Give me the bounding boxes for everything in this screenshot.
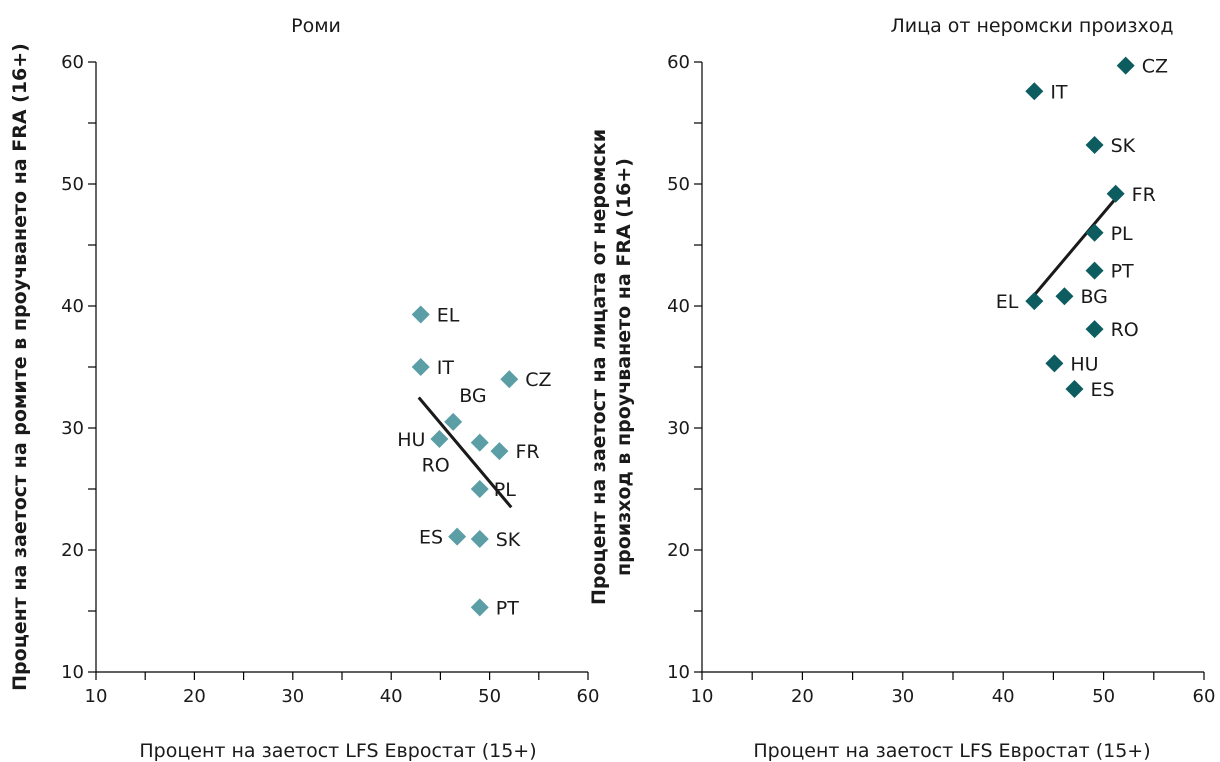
x-tick-label: 50: [478, 686, 501, 707]
x-tick-label: 10: [691, 686, 714, 707]
trend-line: [1033, 194, 1120, 296]
panel-non-roma: Лица от неромски произход 10 20 30 40 50 60 10 2…: [588, 15, 1215, 762]
data-point-pl: [1085, 223, 1104, 242]
x-axis-label: Процент на заетост LFS Евростат (15+): [139, 740, 536, 762]
data-point-pl: [470, 480, 489, 498]
y-tick-label: 60: [667, 52, 690, 73]
data-point-bg: [1055, 287, 1074, 306]
data-label-sk: SK: [496, 529, 521, 551]
data-label-ro: RO: [1111, 319, 1139, 341]
panel-title: Роми: [291, 15, 341, 37]
data-point-fr: [490, 442, 509, 461]
data-label-pt: PT: [496, 597, 519, 619]
data-point-hu: [430, 429, 449, 448]
panel-title: Лица от неромски произход: [891, 15, 1174, 37]
data-point-fr: [1106, 184, 1125, 203]
data-label-ro: RO: [422, 455, 450, 477]
y-tick-label: 20: [667, 540, 690, 561]
data-label-cz: CZ: [525, 369, 551, 391]
data-point-it: [1025, 82, 1044, 101]
data-label-bg: BG: [1080, 286, 1107, 308]
x-tick-label: 30: [281, 686, 304, 707]
y-tick-label: 40: [61, 296, 84, 317]
data-point-ro: [470, 433, 489, 452]
x-tick-label: 20: [791, 686, 814, 707]
data-point-it: [411, 358, 430, 376]
y-tick-label: 50: [667, 174, 690, 195]
y-tick-label: 40: [667, 296, 690, 317]
data-point-sk: [470, 530, 489, 549]
data-point-cz: [500, 370, 519, 389]
y-tick-label: 60: [61, 52, 84, 73]
y-tick-label: 50: [61, 174, 84, 195]
data-label-pl: PL: [494, 479, 516, 501]
y-axis-label: произход в проучването на FRA (16+): [613, 158, 635, 576]
x-tick-label: 40: [992, 686, 1015, 707]
x-tick-label: 60: [1193, 686, 1216, 707]
panel-roma: Роми 10 20 30 40 50 60 10 20 30 40 50 60 Процент на з…: [9, 15, 599, 762]
x-axis-label: Процент на заетост LFS Евростат (15+): [753, 740, 1150, 762]
data-label-es: ES: [1090, 379, 1114, 401]
y-tick-label: 20: [61, 540, 84, 561]
data-label-pt: PT: [1111, 261, 1134, 283]
data-label-it: IT: [437, 357, 455, 379]
data-point-pt: [470, 598, 489, 617]
data-point-bg: [444, 412, 463, 431]
data-label-pl: PL: [1111, 223, 1133, 245]
data-label-bg: BG: [459, 385, 486, 407]
data-label-el: EL: [996, 291, 1019, 313]
y-tick-label: 10: [667, 662, 690, 683]
x-tick-label: 30: [891, 686, 914, 707]
x-tick-label: 50: [1092, 686, 1115, 707]
y-axis-label: Процент на заетост на лицата от неромски: [588, 129, 610, 605]
y-tick-label: 30: [61, 418, 84, 439]
data-label-hu: HU: [397, 429, 425, 451]
data-point-el: [411, 305, 430, 324]
x-tick-label: 10: [85, 686, 108, 707]
data-label-fr: FR: [515, 441, 539, 463]
trend-line: [417, 396, 513, 509]
data-point-es: [448, 527, 467, 546]
y-tick-label: 10: [61, 662, 84, 683]
data-label-cz: CZ: [1142, 56, 1168, 78]
data-point-pt: [1085, 261, 1104, 280]
data-label-sk: SK: [1111, 135, 1136, 157]
data-label-it: IT: [1050, 81, 1068, 103]
y-tick-label: 30: [667, 418, 690, 439]
data-point-hu: [1045, 354, 1064, 373]
x-tick-label: 40: [380, 686, 403, 707]
data-point-sk: [1085, 135, 1104, 154]
data-point-es: [1065, 379, 1084, 398]
data-label-el: EL: [437, 305, 460, 327]
data-point-ro: [1085, 320, 1104, 339]
data-label-fr: FR: [1132, 184, 1156, 206]
data-point-el: [1025, 292, 1044, 311]
data-point-cz: [1116, 56, 1135, 75]
x-tick-label: 60: [577, 686, 600, 707]
y-axis-label: Процент на заетост на ромите в проучване…: [9, 43, 31, 691]
data-label-hu: HU: [1070, 353, 1098, 375]
data-label-es: ES: [419, 527, 443, 549]
x-tick-label: 20: [183, 686, 206, 707]
